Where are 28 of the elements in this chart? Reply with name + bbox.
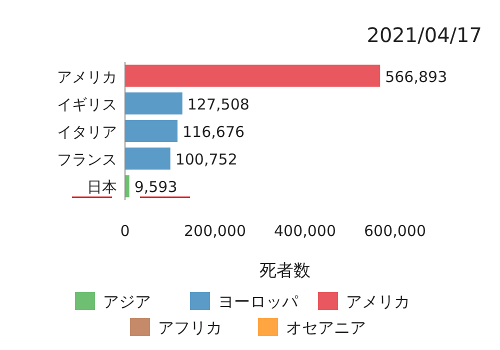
- x-tick-label: 0: [120, 222, 130, 240]
- data-label: 116,676: [182, 123, 245, 141]
- x-tick-label: 400,000: [274, 222, 336, 240]
- data-label: 9,593: [134, 178, 178, 196]
- bar: [125, 64, 380, 87]
- アジア: 9,593: [125, 175, 178, 198]
- chart-title: 2021/04/17: [366, 23, 482, 47]
- bar: [125, 120, 178, 142]
- bar: [125, 148, 170, 170]
- legend-label: アメリカ: [346, 292, 410, 311]
- y-tick-label: 日本: [87, 178, 117, 196]
- data-label: 100,752: [175, 150, 238, 169]
- bar: [125, 175, 130, 198]
- legend-label: ヨーロッパ: [218, 292, 299, 311]
- bar: [125, 92, 182, 114]
- y-tick-label: フランス: [57, 150, 117, 169]
- legend-label: アフリカ: [158, 318, 222, 337]
- legend-label: アジア: [103, 292, 151, 311]
- data-label: 127,508: [187, 95, 250, 114]
- x-axis-title: 死者数: [260, 261, 310, 281]
- アメリカ: 566,893: [125, 64, 448, 87]
- y-tick-label: イタリア: [57, 123, 117, 141]
- y-tick-label: イギリス: [57, 95, 117, 114]
- x-tick-label: 200,000: [184, 222, 246, 240]
- y-tick-label: アメリカ: [57, 68, 117, 86]
- legend-label: オセアニア: [286, 318, 366, 337]
- data-label: 566,893: [385, 68, 448, 86]
- x-tick-label: 600,000: [364, 222, 426, 240]
